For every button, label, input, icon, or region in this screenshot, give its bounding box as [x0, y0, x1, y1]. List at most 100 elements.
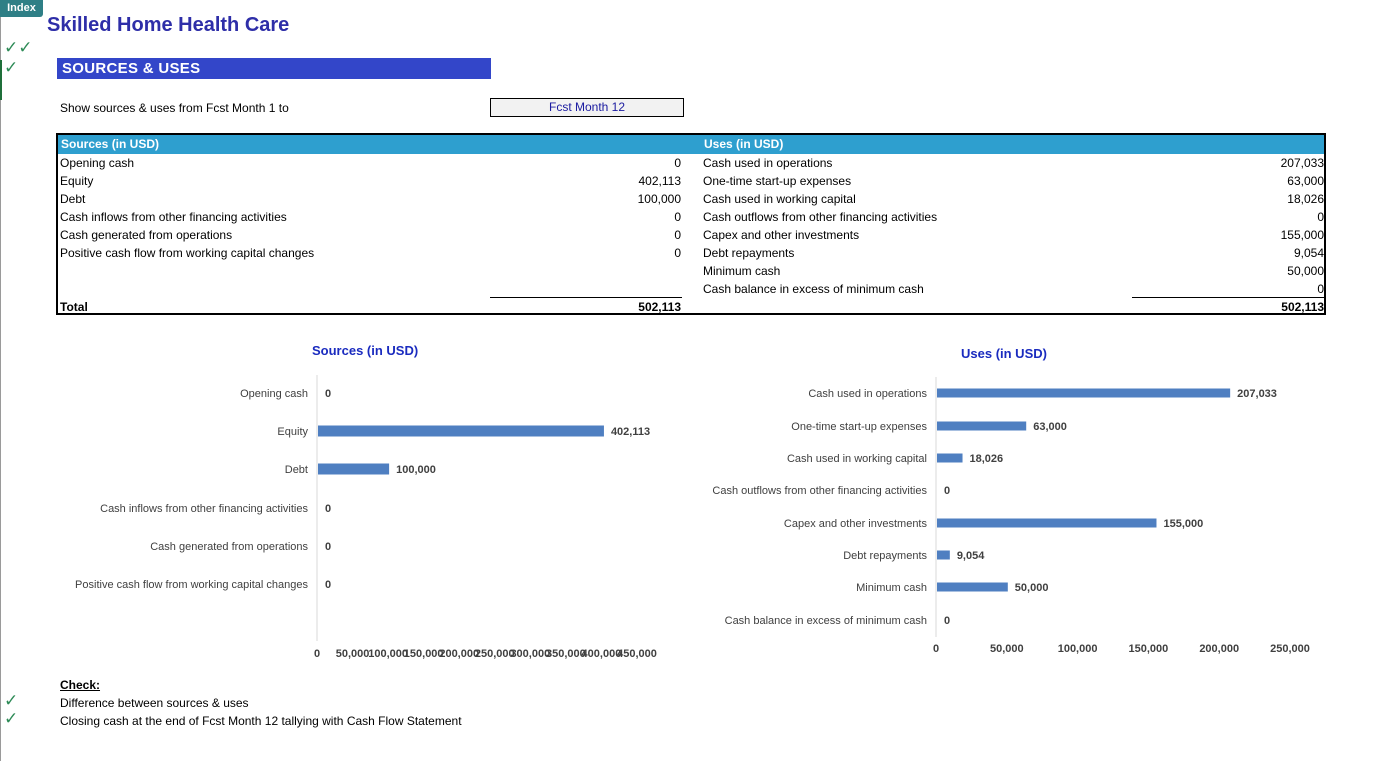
data-label: 50,000 — [1015, 582, 1049, 594]
index-button[interactable]: Index — [0, 0, 43, 17]
use-label: One-time start-up expenses — [703, 174, 852, 188]
use-label: Cash outflows from other financing activ… — [703, 210, 938, 224]
tick-label: 150,000 — [404, 648, 444, 660]
use-label: Cash used in working capital — [703, 192, 856, 206]
category-label: Cash generated from operations — [150, 541, 308, 553]
use-value: 0 — [1317, 282, 1324, 296]
check-icon: ✓✓ — [4, 38, 33, 58]
use-value: 50,000 — [1287, 264, 1324, 278]
bar — [318, 425, 604, 437]
tick-label: 150,000 — [1129, 643, 1169, 655]
data-label: 100,000 — [396, 464, 436, 476]
check-section-title: Check: — [60, 678, 101, 692]
page-title: Skilled Home Health Care — [47, 14, 290, 36]
category-label: Debt repayments — [843, 550, 927, 562]
data-label: 155,000 — [1163, 518, 1203, 530]
use-label: Cash used in operations — [703, 156, 833, 170]
month-selector-label: Show sources & uses from Fcst Month 1 to — [60, 101, 289, 115]
data-label: 0 — [325, 388, 331, 400]
source-value: 0 — [674, 246, 681, 260]
source-value: 0 — [674, 228, 681, 242]
source-value: 402,113 — [638, 174, 682, 188]
use-label: Debt repayments — [703, 246, 795, 260]
source-value: 0 — [674, 210, 681, 224]
tick-label: 450,000 — [617, 648, 657, 660]
bar — [937, 453, 963, 463]
category-label: Capex and other investments — [784, 518, 928, 530]
use-value: 9,054 — [1293, 246, 1324, 260]
category-label: Minimum cash — [856, 582, 927, 594]
data-label: 63,000 — [1033, 421, 1067, 433]
total-label: Total — [60, 300, 88, 314]
month-selector-dropdown[interactable]: Fcst Month 12 — [490, 98, 684, 117]
source-label: Cash inflows from other financing activi… — [60, 210, 287, 224]
category-label: Cash balance in excess of minimum cash — [725, 615, 927, 627]
sources-total-value: 502,113 — [638, 300, 681, 314]
use-value: 155,000 — [1280, 228, 1324, 242]
data-label: 0 — [325, 541, 331, 553]
source-label: Debt — [60, 192, 86, 206]
sources-header: Sources (in USD) — [58, 135, 701, 154]
data-label: 0 — [944, 485, 950, 497]
use-label: Capex and other investments — [703, 228, 860, 242]
bar — [937, 518, 1157, 528]
uses-total-value: 502,113 — [1281, 300, 1324, 314]
use-value: 18,026 — [1287, 192, 1324, 206]
check-icon: ✓ — [4, 691, 19, 711]
data-label: 9,054 — [957, 550, 985, 562]
tick-label: 100,000 — [368, 648, 408, 660]
use-value: 207,033 — [1280, 156, 1324, 170]
sources-uses-table: Sources (in USD) Uses (in USD) Opening c… — [56, 133, 1326, 315]
category-label: Cash used in working capital — [787, 453, 927, 465]
bar — [937, 388, 1231, 398]
source-value: 100,000 — [637, 192, 681, 206]
tick-label: 250,000 — [475, 648, 515, 660]
check-icon: ✓ — [4, 709, 19, 729]
check-item: Closing cash at the end of Fcst Month 12… — [60, 714, 462, 728]
use-label: Minimum cash — [703, 264, 781, 278]
tick-label: 300,000 — [510, 648, 550, 660]
check-item: Difference between sources & uses — [60, 696, 249, 710]
use-label: Cash balance in excess of minimum cash — [703, 282, 924, 296]
tick-label: 200,000 — [439, 648, 479, 660]
tick-label: 200,000 — [1199, 643, 1239, 655]
tick-label: 50,000 — [336, 648, 370, 660]
category-label: Debt — [285, 464, 308, 476]
tick-label: 0 — [933, 643, 939, 655]
category-label: Cash inflows from other financing activi… — [100, 503, 308, 515]
source-label: Positive cash flow from working capital … — [60, 246, 315, 260]
tick-label: 400,000 — [582, 648, 622, 660]
source-value: 0 — [674, 156, 681, 170]
sources-total-rule — [490, 297, 682, 298]
bar — [318, 463, 390, 475]
uses-chart-title: Uses (in USD) — [961, 346, 1047, 361]
uses-total-rule — [1132, 297, 1324, 298]
source-label: Opening cash — [60, 156, 135, 170]
data-label: 0 — [325, 503, 331, 515]
tick-label: 100,000 — [1058, 643, 1098, 655]
use-value: 63,000 — [1287, 174, 1324, 188]
source-label: Equity — [60, 174, 94, 188]
source-label: Cash generated from operations — [60, 228, 233, 242]
category-label: One-time start-up expenses — [791, 421, 927, 433]
data-label: 207,033 — [1237, 388, 1277, 400]
use-value: 0 — [1317, 210, 1324, 224]
tick-label: 50,000 — [990, 643, 1024, 655]
category-label: Equity — [277, 426, 308, 438]
sheet-group-marker — [0, 60, 2, 100]
tick-label: 350,000 — [546, 648, 586, 660]
bar — [937, 550, 950, 560]
data-label: 402,113 — [611, 426, 650, 438]
tick-label: 0 — [314, 648, 320, 660]
sources-chart: Opening cash 0 Equity 402,113 Debt 100,000 Cas… — [75, 375, 657, 660]
data-label: 18,026 — [970, 453, 1004, 465]
data-label: 0 — [325, 579, 331, 591]
sheet-left-border — [0, 17, 1, 761]
sources-chart-title: Sources (in USD) — [312, 343, 419, 358]
uses-chart: Cash used in operations 207,033 One-time s… — [712, 377, 1310, 655]
category-label: Positive cash flow from working capital … — [75, 579, 308, 591]
data-label: 0 — [944, 615, 950, 627]
bar — [937, 421, 1027, 431]
bar — [937, 582, 1008, 592]
category-label: Cash outflows from other financing activ… — [712, 485, 927, 497]
